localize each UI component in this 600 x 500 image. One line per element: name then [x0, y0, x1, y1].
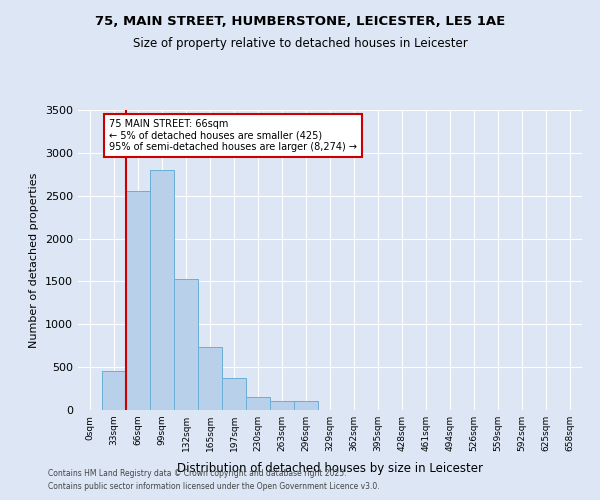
Text: Contains HM Land Registry data © Crown copyright and database right 2025.: Contains HM Land Registry data © Crown c…: [48, 468, 347, 477]
Bar: [222, 378, 246, 410]
Bar: [174, 279, 198, 410]
Bar: [198, 348, 222, 410]
Bar: [246, 397, 270, 410]
Y-axis label: Number of detached properties: Number of detached properties: [29, 172, 40, 348]
Bar: [102, 372, 126, 410]
Bar: [150, 170, 174, 410]
Text: 75 MAIN STREET: 66sqm
← 5% of detached houses are smaller (425)
95% of semi-deta: 75 MAIN STREET: 66sqm ← 5% of detached h…: [109, 118, 357, 152]
Text: Contains public sector information licensed under the Open Government Licence v3: Contains public sector information licen…: [48, 482, 380, 491]
Text: Size of property relative to detached houses in Leicester: Size of property relative to detached ho…: [133, 38, 467, 51]
Text: 75, MAIN STREET, HUMBERSTONE, LEICESTER, LE5 1AE: 75, MAIN STREET, HUMBERSTONE, LEICESTER,…: [95, 15, 505, 28]
X-axis label: Distribution of detached houses by size in Leicester: Distribution of detached houses by size …: [177, 462, 483, 475]
Bar: [126, 192, 150, 410]
Bar: [294, 402, 318, 410]
Bar: [270, 402, 294, 410]
